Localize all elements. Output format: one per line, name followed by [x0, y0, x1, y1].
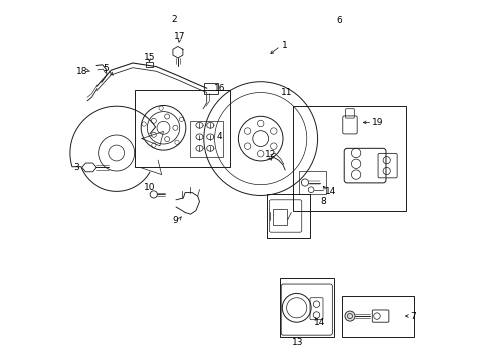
Text: 3: 3	[73, 163, 79, 172]
Bar	[292, 106, 406, 211]
Text: 7: 7	[409, 312, 415, 321]
Text: 5: 5	[103, 64, 108, 73]
Text: 17: 17	[174, 32, 185, 41]
Text: 4: 4	[216, 132, 222, 141]
Bar	[341, 296, 413, 337]
Text: 11: 11	[280, 89, 292, 98]
Text: 6: 6	[335, 17, 341, 26]
Text: 19: 19	[371, 118, 383, 127]
Bar	[145, 62, 153, 67]
Bar	[266, 194, 310, 238]
Text: 8: 8	[320, 197, 326, 206]
Bar	[298, 171, 325, 194]
Text: 2: 2	[171, 15, 177, 24]
Text: 13: 13	[291, 338, 303, 347]
Text: 15: 15	[143, 53, 155, 62]
Bar	[272, 209, 286, 225]
Bar	[134, 90, 230, 167]
Text: 1: 1	[282, 41, 287, 50]
Text: 10: 10	[143, 184, 155, 193]
Bar	[190, 121, 223, 157]
Text: 14: 14	[314, 318, 325, 327]
Text: 14: 14	[325, 187, 336, 196]
Text: 16: 16	[213, 84, 224, 93]
Bar	[204, 83, 218, 94]
Text: 12: 12	[264, 150, 276, 159]
Circle shape	[344, 311, 354, 321]
Text: 18: 18	[76, 67, 87, 76]
Bar	[279, 278, 333, 337]
Text: 9: 9	[172, 216, 178, 225]
